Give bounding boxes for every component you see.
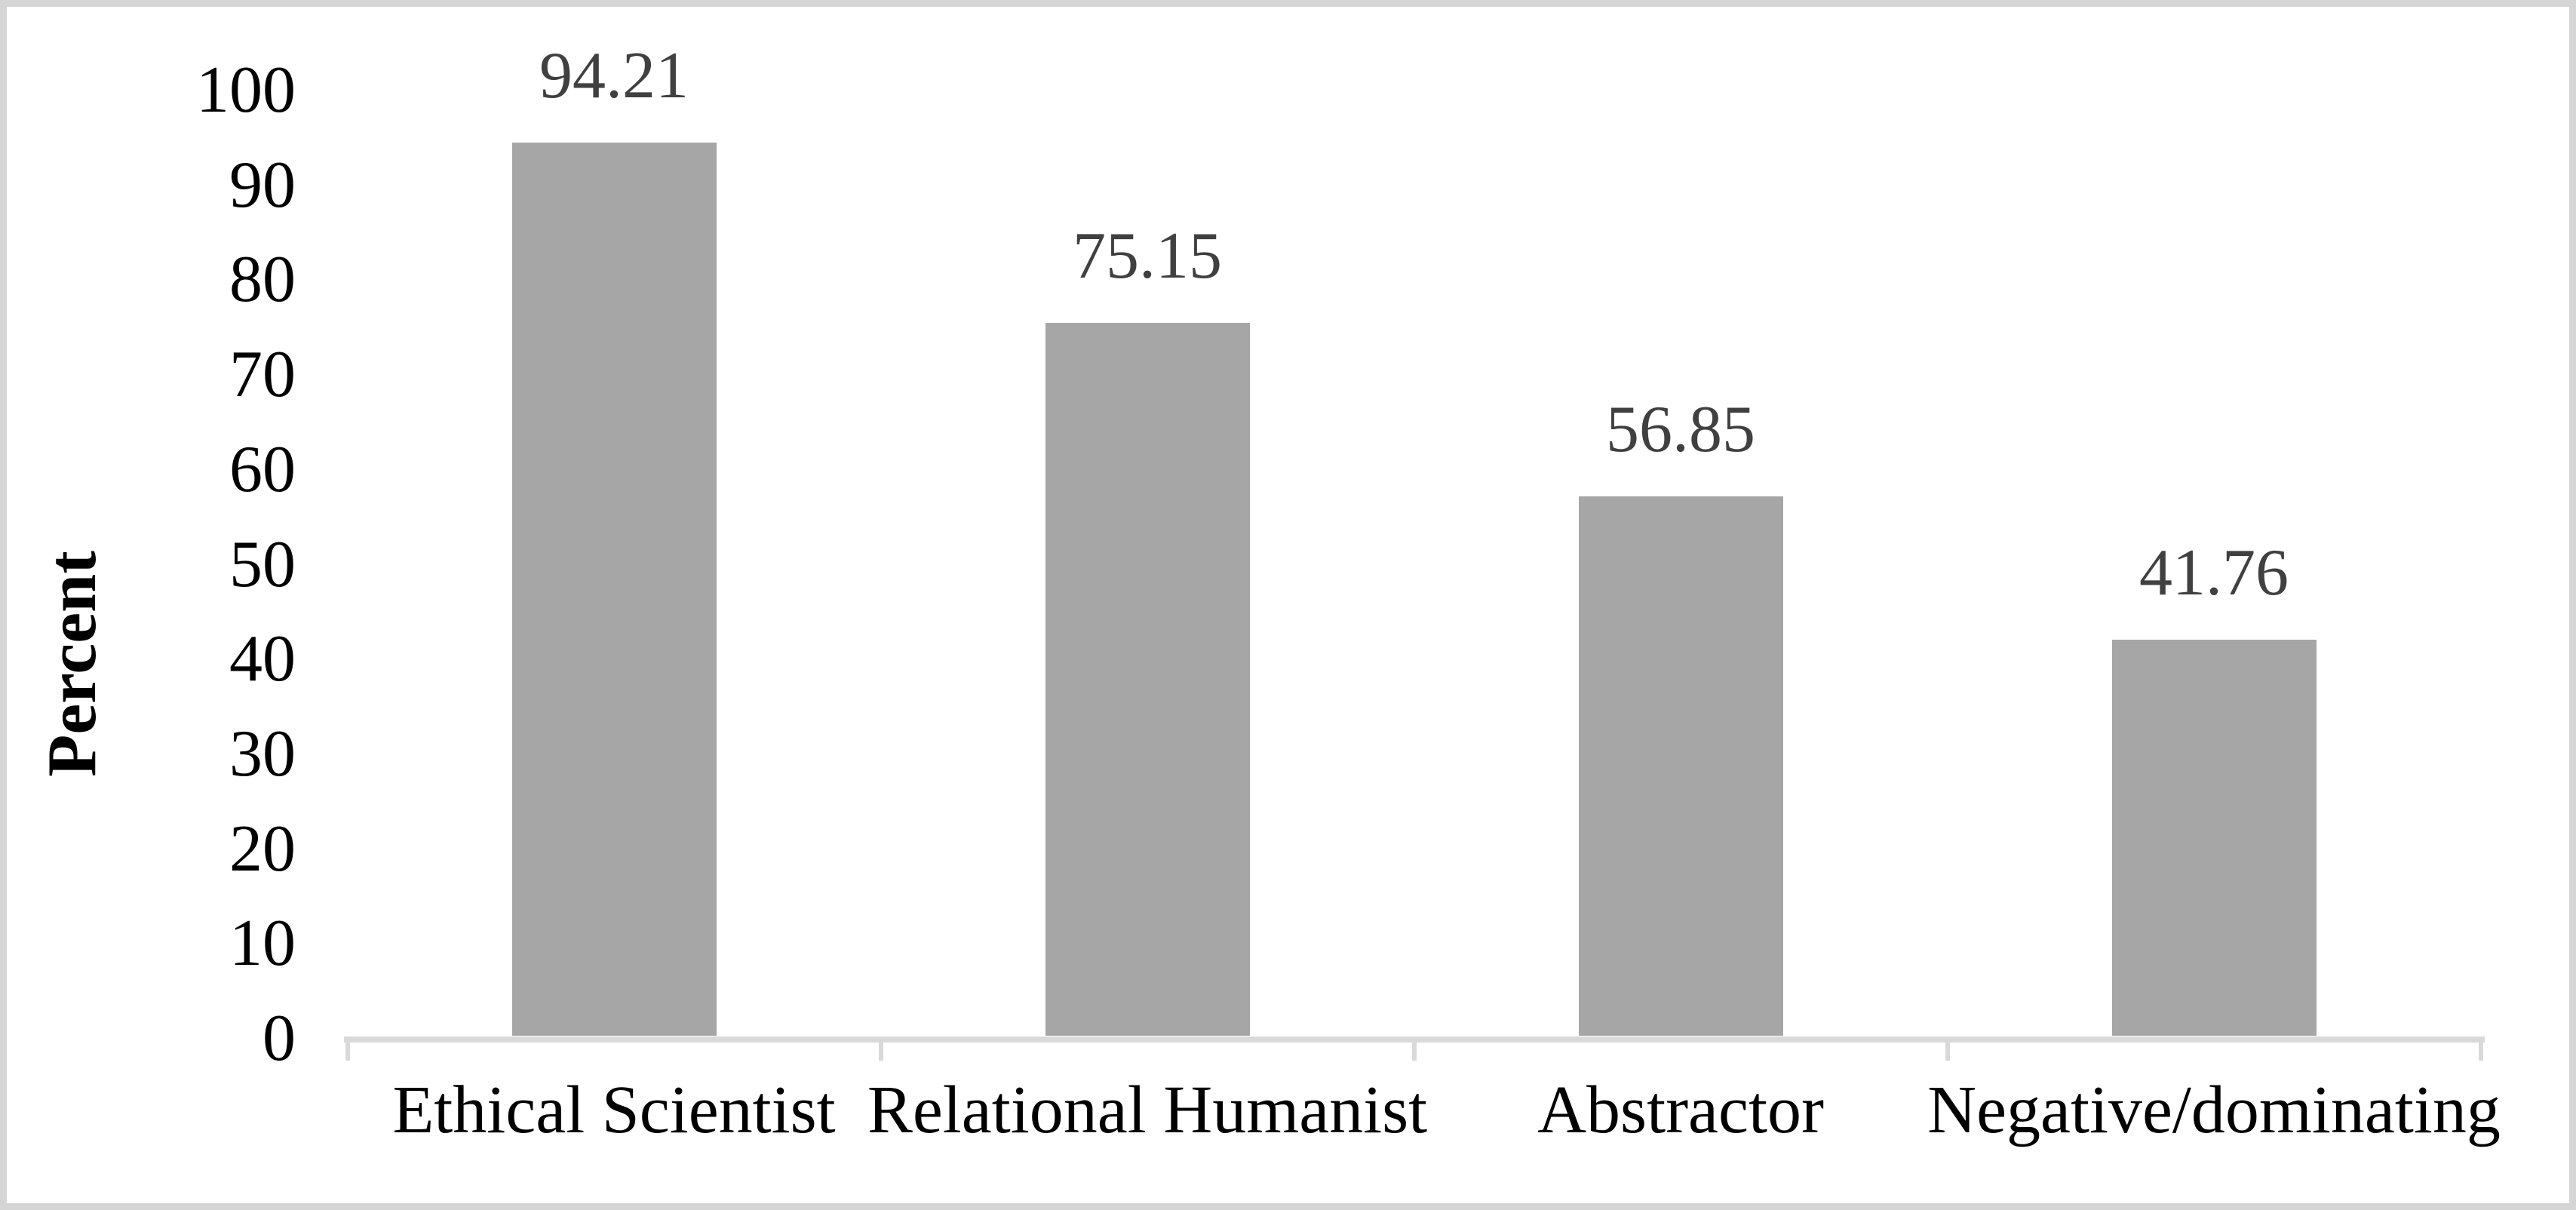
x-category-label: Abstractor — [1537, 1073, 1824, 1147]
y-tick-label: 70 — [229, 338, 296, 412]
y-tick-label: 40 — [229, 622, 296, 696]
x-axis-tick — [345, 1041, 350, 1061]
y-tick-label: 50 — [229, 527, 296, 601]
x-axis-tick — [1411, 1041, 1417, 1061]
y-tick-label: 90 — [229, 148, 296, 222]
y-tick-label: 100 — [196, 54, 296, 127]
x-axis-line — [344, 1036, 2485, 1043]
y-tick-label: 20 — [229, 812, 296, 886]
x-axis-tick — [1945, 1041, 1950, 1061]
y-tick-label: 60 — [229, 432, 296, 506]
x-category-label: Negative/dominating — [1927, 1073, 2501, 1147]
y-tick-label: 80 — [229, 243, 296, 317]
bar — [511, 143, 717, 1036]
bar-value-label: 41.76 — [2139, 536, 2289, 610]
y-tick-label: 0 — [263, 1002, 296, 1075]
bar — [1045, 323, 1250, 1036]
bar-value-label: 75.15 — [1073, 220, 1222, 293]
x-category-label: Relational Humanist — [867, 1073, 1428, 1147]
bar — [2111, 640, 2317, 1036]
x-axis-tick — [878, 1041, 883, 1061]
y-tick-label: 10 — [229, 907, 296, 981]
bar-value-label: 94.21 — [539, 39, 689, 112]
bar — [1578, 496, 1783, 1036]
y-tick-label: 30 — [229, 717, 296, 791]
bar-value-label: 56.85 — [1606, 393, 1755, 466]
x-axis-tick — [2478, 1041, 2483, 1061]
x-category-label: Ethical Scientist — [392, 1073, 836, 1147]
